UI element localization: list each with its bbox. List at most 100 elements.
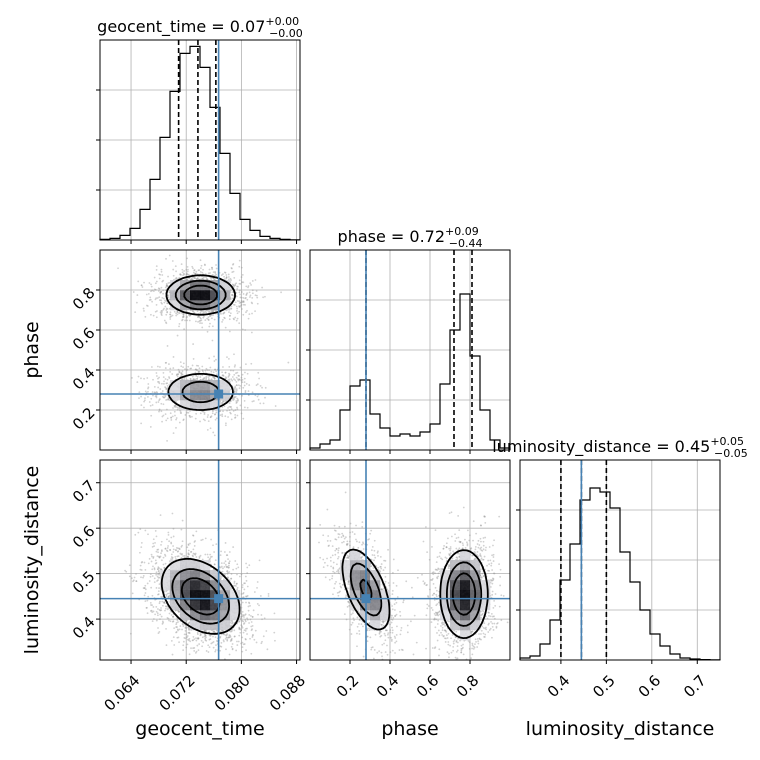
sample-point <box>212 310 215 312</box>
sample-point <box>189 409 191 412</box>
sample-point <box>207 377 210 380</box>
sample-point <box>239 296 242 299</box>
sample-point <box>233 635 236 638</box>
sample-point <box>188 653 191 656</box>
sample-point <box>233 395 235 398</box>
sample-point <box>254 294 257 297</box>
sample-point <box>203 377 205 380</box>
sample-point <box>223 317 226 320</box>
sample-point <box>158 583 161 586</box>
sample-point <box>154 559 157 562</box>
sample-point <box>209 272 211 274</box>
sample-point <box>205 639 208 642</box>
sample-point <box>229 289 232 292</box>
sample-point <box>287 361 290 364</box>
sample-point <box>224 376 227 379</box>
sample-point <box>135 301 138 304</box>
sample-point <box>158 382 161 385</box>
sample-point <box>175 546 178 549</box>
sample-point <box>196 277 199 280</box>
sample-point <box>234 283 237 286</box>
sample-point <box>155 303 158 306</box>
sample-point <box>187 544 190 546</box>
sample-point <box>149 426 152 428</box>
sample-point <box>153 391 156 394</box>
sample-point <box>201 277 204 280</box>
sample-point <box>168 612 171 615</box>
sample-point <box>157 381 160 383</box>
sample-point <box>235 372 237 375</box>
sample-point <box>155 280 158 283</box>
panel-title: phase = 0.72+0.09 −0.44 <box>338 225 483 250</box>
sample-point <box>221 570 224 573</box>
sample-point <box>219 566 222 569</box>
sample-point <box>195 278 198 280</box>
sample-point <box>237 374 240 377</box>
sample-point <box>186 278 189 281</box>
sample-point <box>149 573 152 576</box>
sample-point <box>182 623 184 626</box>
sample-point <box>151 575 154 577</box>
sample-point <box>248 671 250 673</box>
sample-point <box>143 310 145 312</box>
sample-point <box>186 319 189 322</box>
sample-point <box>254 629 257 632</box>
sample-point <box>197 315 200 318</box>
sample-point <box>256 581 259 583</box>
density-cell <box>220 280 231 291</box>
sample-point <box>143 399 146 402</box>
sample-point <box>219 649 222 652</box>
sample-point <box>231 620 234 623</box>
sample-point <box>132 580 134 583</box>
sample-point <box>240 304 243 306</box>
sample-point <box>210 278 213 280</box>
sample-point <box>155 619 158 622</box>
sample-point <box>213 563 216 566</box>
sample-point <box>158 287 161 290</box>
sample-point <box>246 406 249 409</box>
sample-point <box>160 301 163 304</box>
sample-point <box>238 300 241 303</box>
sample-point <box>230 573 233 575</box>
density-cell <box>210 280 221 291</box>
sample-point <box>200 278 203 280</box>
x-tick-label: 0.6 <box>635 671 665 701</box>
sample-point <box>251 628 253 631</box>
sample-point <box>234 413 237 416</box>
sample-point <box>241 619 244 622</box>
sample-point <box>228 551 231 553</box>
sample-point <box>235 319 238 322</box>
sample-point <box>188 622 190 624</box>
sample-point <box>202 316 205 319</box>
sample-point <box>181 268 184 271</box>
sample-point <box>198 557 201 559</box>
sample-point <box>157 570 160 572</box>
sample-point <box>235 384 238 387</box>
density-cell <box>200 380 211 391</box>
sample-point <box>258 377 261 380</box>
sample-point <box>223 578 225 581</box>
sample-point <box>168 376 170 378</box>
sample-point <box>241 586 244 589</box>
sample-point <box>152 557 155 559</box>
sample-point <box>161 415 164 418</box>
sample-point <box>242 643 245 646</box>
sample-point <box>236 408 239 411</box>
sample-point <box>165 284 168 287</box>
sample-point <box>246 618 249 621</box>
sample-point <box>224 573 226 576</box>
sample-point <box>250 621 253 623</box>
sample-point <box>207 420 210 423</box>
sample-point <box>154 310 157 313</box>
sample-point <box>235 649 238 652</box>
sample-point <box>243 616 245 618</box>
sample-point <box>200 264 203 267</box>
sample-point <box>220 562 223 565</box>
sample-point <box>190 277 193 280</box>
sample-point <box>237 566 240 569</box>
sample-point <box>182 644 185 647</box>
sample-point <box>179 410 182 413</box>
sample-point <box>235 380 238 383</box>
sample-point <box>172 535 175 538</box>
sample-point <box>224 371 227 374</box>
